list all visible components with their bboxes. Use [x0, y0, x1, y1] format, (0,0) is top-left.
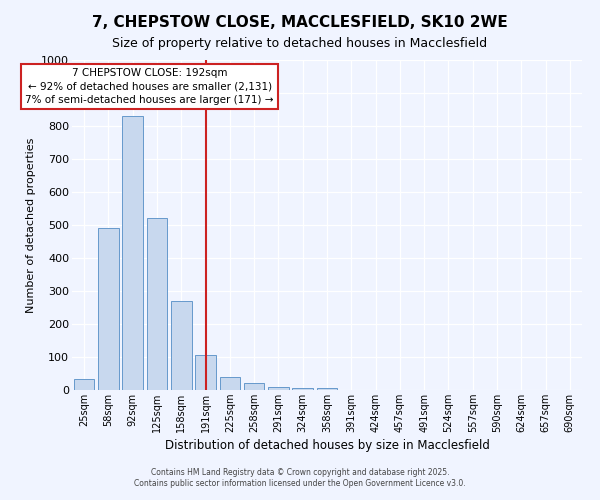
- Bar: [317, 388, 337, 390]
- Bar: [98, 228, 119, 390]
- Bar: [220, 377, 240, 390]
- X-axis label: Distribution of detached houses by size in Macclesfield: Distribution of detached houses by size …: [164, 439, 490, 452]
- Bar: [244, 384, 265, 390]
- Bar: [292, 388, 313, 390]
- Y-axis label: Number of detached properties: Number of detached properties: [26, 138, 35, 312]
- Text: Size of property relative to detached houses in Macclesfield: Size of property relative to detached ho…: [112, 38, 488, 51]
- Bar: [74, 379, 94, 390]
- Text: 7, CHEPSTOW CLOSE, MACCLESFIELD, SK10 2WE: 7, CHEPSTOW CLOSE, MACCLESFIELD, SK10 2W…: [92, 15, 508, 30]
- Bar: [146, 218, 167, 390]
- Text: Contains HM Land Registry data © Crown copyright and database right 2025.
Contai: Contains HM Land Registry data © Crown c…: [134, 468, 466, 487]
- Bar: [171, 301, 191, 390]
- Bar: [195, 356, 216, 390]
- Bar: [268, 386, 289, 390]
- Text: 7 CHEPSTOW CLOSE: 192sqm
← 92% of detached houses are smaller (2,131)
7% of semi: 7 CHEPSTOW CLOSE: 192sqm ← 92% of detach…: [25, 68, 274, 104]
- Bar: [122, 116, 143, 390]
